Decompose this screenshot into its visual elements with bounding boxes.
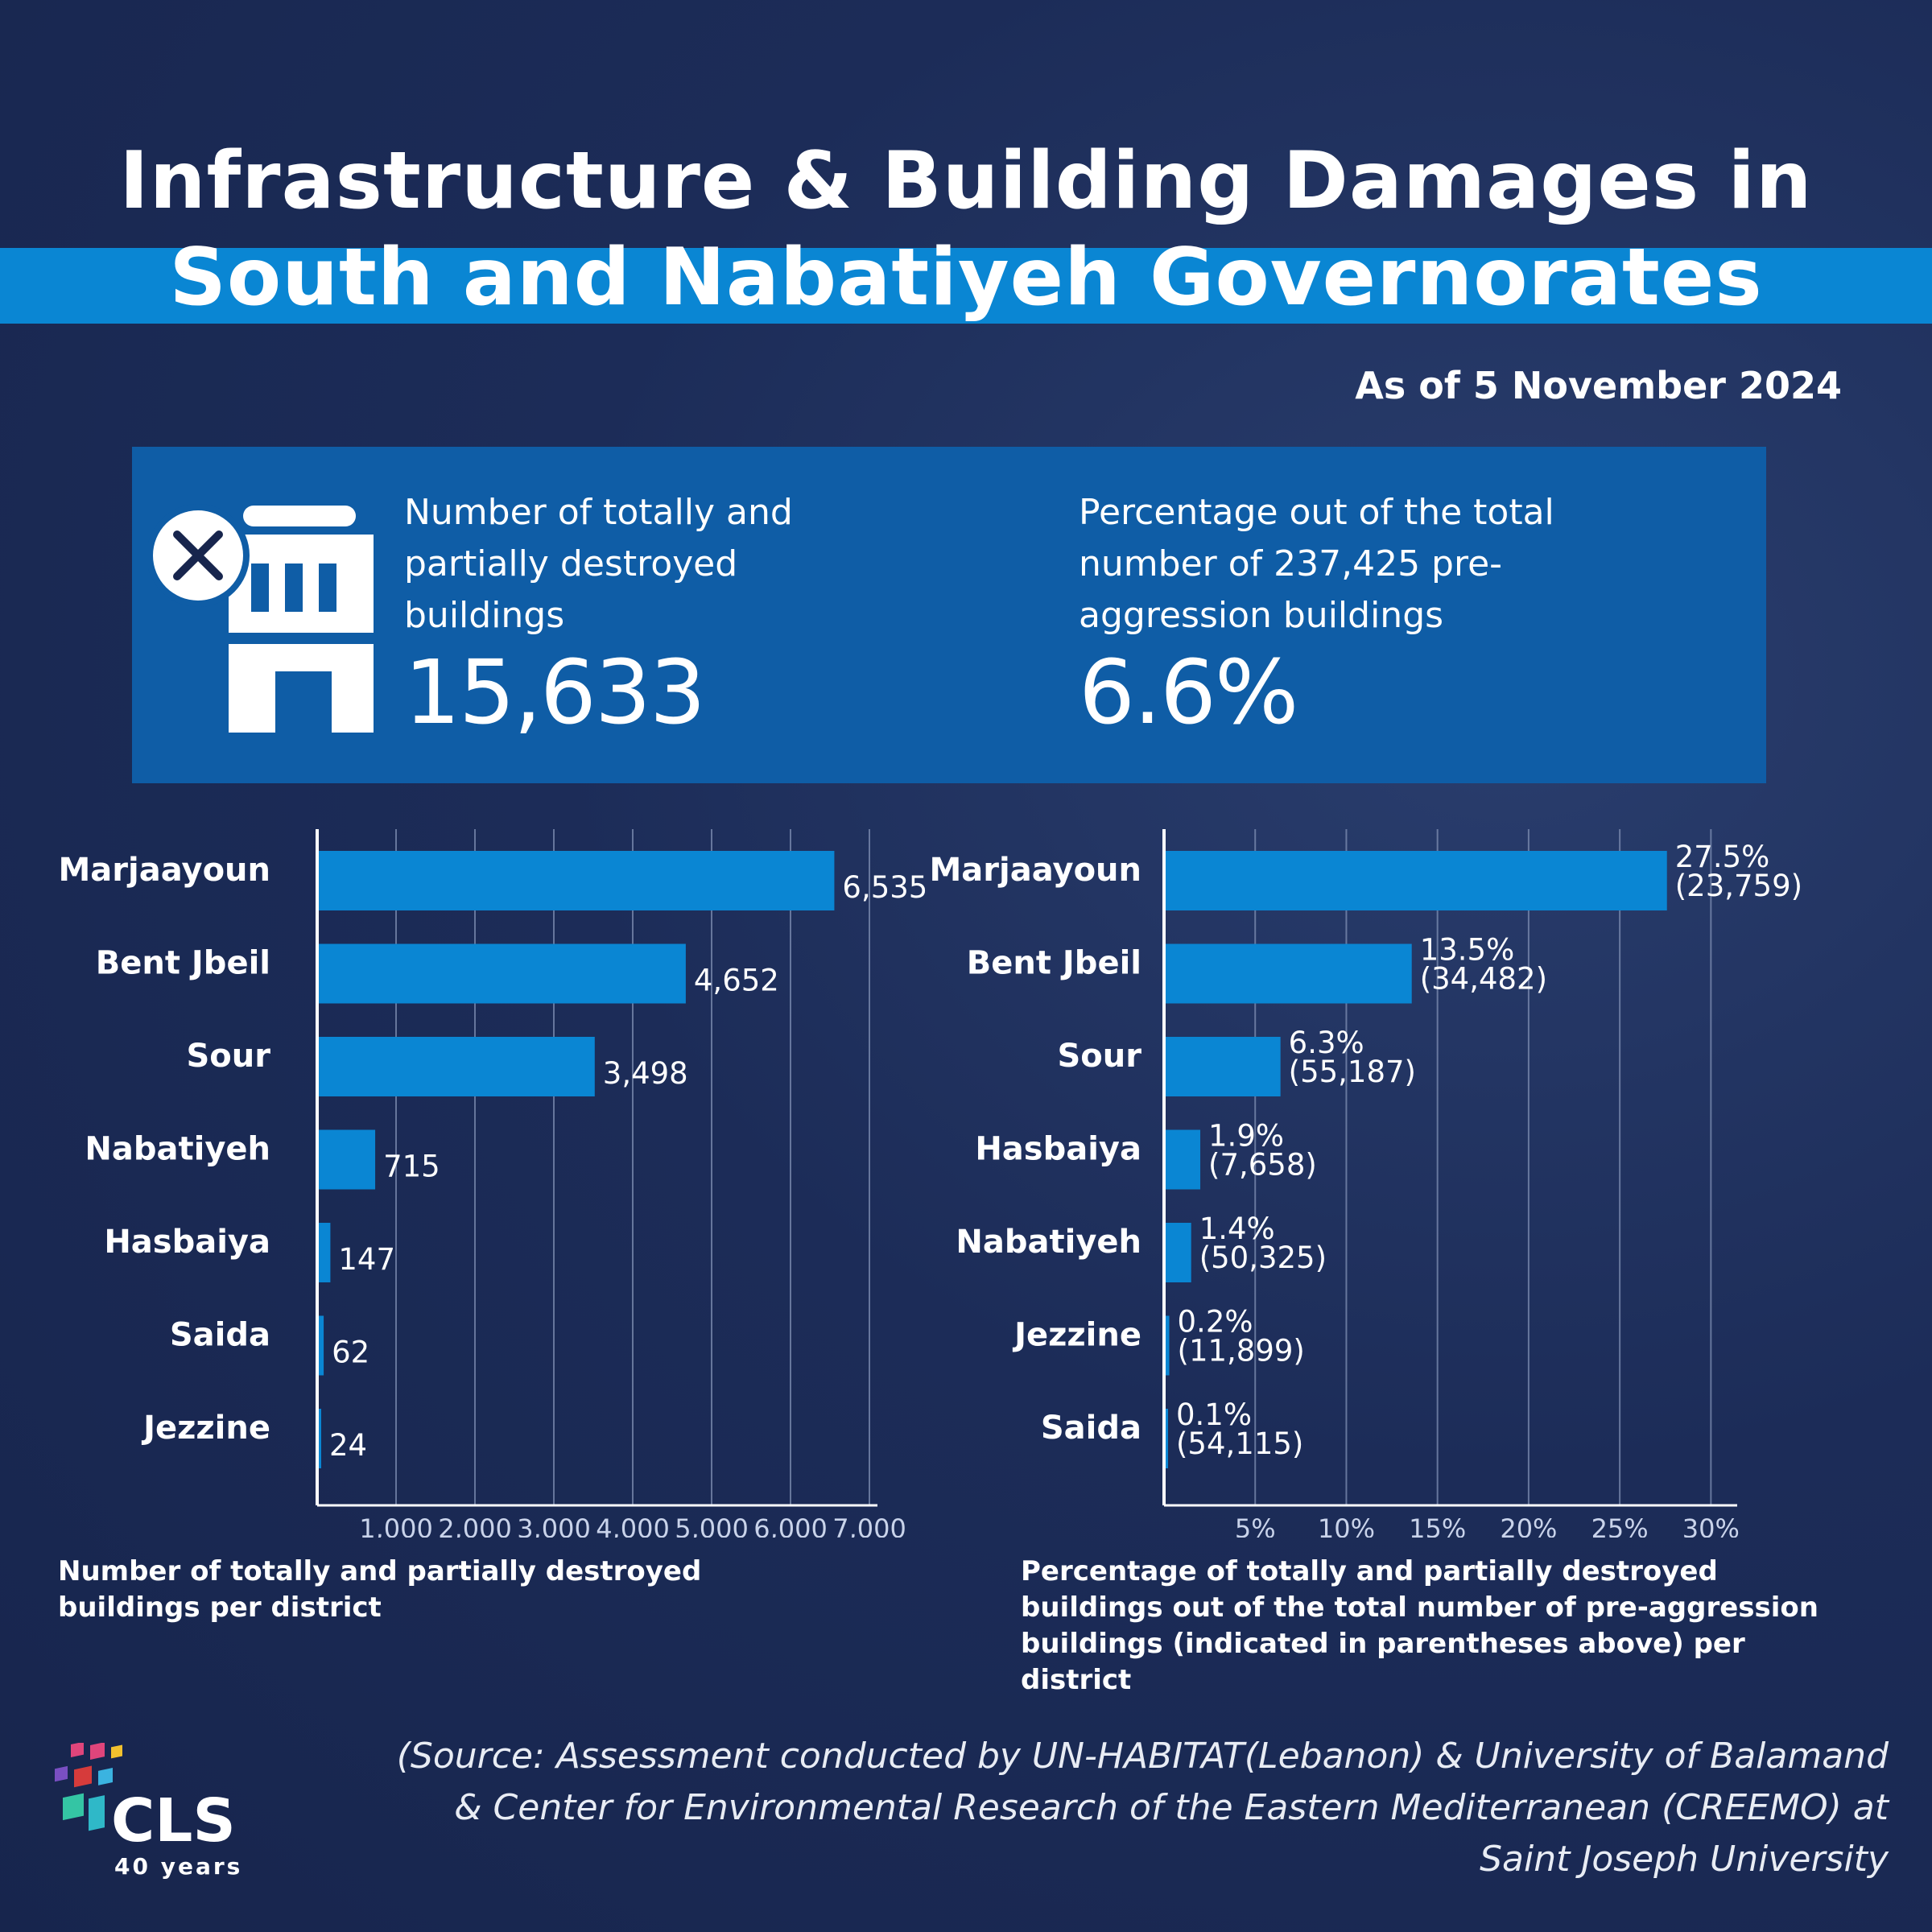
total-label: (11,899) (1178, 1334, 1305, 1368)
title-band (0, 248, 1932, 324)
buildings-kpi-label: Number of totally and partially destroye… (404, 492, 793, 636)
category-label: Jezzine (1012, 1317, 1141, 1354)
logo-text: CLS (111, 1786, 236, 1856)
x-tick-label: 15% (1409, 1513, 1466, 1538)
left-chart-caption: Number of totally and partially destroye… (58, 1555, 702, 1624)
category-label: Bent Jbeil (96, 945, 270, 982)
cls-logo: CLS 40 years (55, 1743, 242, 1880)
source-note: (Source: Assessment conducted by UN-HABI… (396, 1736, 1889, 1880)
title-line-1: Infrastructure & Building Damages in (119, 135, 1813, 227)
bar (1166, 1129, 1201, 1190)
x-tick-label: 3,000 (517, 1513, 591, 1538)
x-tick-label: 20% (1500, 1513, 1557, 1538)
bar (319, 1223, 331, 1282)
right-chart-caption: Percentage of totally and partially dest… (1021, 1555, 1818, 1696)
bar (1166, 1223, 1191, 1282)
destroyed-building-icon (148, 504, 374, 733)
total-label: (50,325) (1199, 1241, 1327, 1275)
bar (319, 1129, 376, 1190)
buildings-kpi-value: 15,633 (404, 641, 706, 744)
value-label: 6.3% (1289, 1026, 1364, 1060)
percent-kpi-value: 6.6% (1079, 641, 1298, 744)
bar (1166, 1037, 1281, 1096)
logo-subtext: 40 years (114, 1853, 242, 1880)
x-tick-label: 6,000 (753, 1513, 828, 1538)
bar (319, 1315, 324, 1376)
total-label: (54,115) (1176, 1426, 1303, 1461)
category-label: Hasbaiya (975, 1131, 1141, 1168)
bar (319, 943, 686, 1004)
x-tick-label: 1,000 (359, 1513, 433, 1538)
category-label: Saida (170, 1317, 270, 1354)
bar (1166, 943, 1412, 1004)
x-tick-label: 2,000 (438, 1513, 512, 1538)
category-label: Sour (1058, 1038, 1142, 1075)
percentage-per-district-chart: 5% 10% 15% 20% 25% 30% Marjaayoun 27.5%(23,759)… (930, 829, 1802, 1538)
category-label: Nabatiyeh (956, 1224, 1141, 1261)
value-label: 27.5% (1675, 840, 1770, 874)
percent-kpi-label: Percentage out of the total number of 23… (1079, 492, 1554, 636)
total-label: (55,187) (1289, 1055, 1416, 1089)
category-label: Sour (187, 1038, 271, 1075)
category-label: Saida (1041, 1410, 1141, 1447)
value-label: 1.4% (1199, 1212, 1275, 1246)
bar (319, 1409, 321, 1468)
total-label: (34,482) (1420, 962, 1547, 997)
x-tick-label: 25% (1591, 1513, 1649, 1538)
category-label: Nabatiyeh (85, 1131, 270, 1168)
bar (1166, 1409, 1168, 1468)
title-line-2: South and Nabatiyeh Governorates (169, 232, 1763, 324)
category-label: Marjaayoun (930, 852, 1142, 889)
bar (1166, 851, 1667, 910)
value-label: 0.2% (1178, 1305, 1253, 1340)
buildings-per-district-chart: 1,000 2,000 3,000 4,000 5,000 6,000 7,000 Marja… (59, 829, 927, 1538)
x-tick-label: 4,000 (596, 1513, 670, 1538)
value-label: 24 (329, 1428, 367, 1463)
value-label: 147 (338, 1242, 395, 1277)
x-tick-label: 5% (1235, 1513, 1276, 1538)
bar (1166, 1315, 1170, 1376)
total-label: (23,759) (1675, 869, 1802, 903)
value-label: 6,535 (842, 870, 927, 905)
bar (319, 851, 835, 910)
category-label: Bent Jbeil (967, 945, 1141, 982)
total-label: (7,658) (1208, 1148, 1317, 1183)
category-label: Hasbaiya (104, 1224, 270, 1261)
category-label: Marjaayoun (59, 852, 271, 889)
bar (319, 1037, 595, 1096)
kpi-panel: Number of totally and partially destroye… (132, 447, 1766, 783)
x-tick-label: 5,000 (675, 1513, 749, 1538)
x-tick-label: 30% (1682, 1513, 1740, 1538)
value-label: 4,652 (694, 964, 779, 998)
x-tick-label: 10% (1318, 1513, 1375, 1538)
date-label: As of 5 November 2024 (1355, 364, 1842, 407)
value-label: 1.9% (1208, 1119, 1284, 1154)
x-tick-label: 7,000 (832, 1513, 906, 1538)
value-label: 62 (332, 1335, 369, 1370)
value-label: 0.1% (1176, 1397, 1252, 1432)
value-label: 3,498 (603, 1056, 688, 1091)
value-label: 13.5% (1420, 933, 1515, 968)
value-label: 715 (383, 1150, 440, 1184)
category-label: Jezzine (141, 1410, 270, 1447)
